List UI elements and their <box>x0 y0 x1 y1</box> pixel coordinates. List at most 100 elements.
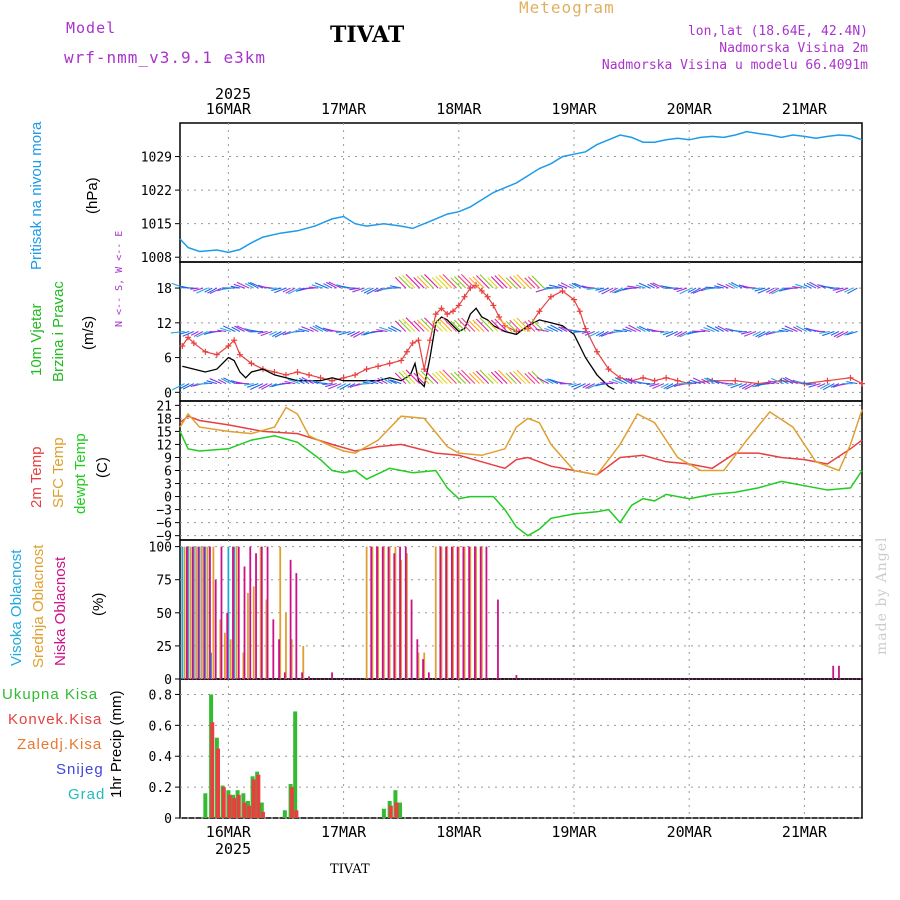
mid-cloud-label: Srednja Oblacnost <box>30 544 47 668</box>
wind-vector <box>490 276 503 289</box>
wind-gust-marker <box>570 296 577 303</box>
wind-vector <box>784 325 798 333</box>
wind-vector <box>714 326 725 332</box>
wind-vector <box>738 330 747 333</box>
conv-rain-bar <box>227 794 232 818</box>
wind-vector <box>584 330 595 336</box>
legend-total-rain: Ukupna Kisa <box>2 686 99 703</box>
total-rain-bar <box>203 793 208 818</box>
wind-vector <box>193 287 204 292</box>
wind-gust-marker <box>576 308 583 315</box>
y-tick-label: 1022 <box>141 184 172 199</box>
wind-vector <box>284 380 296 385</box>
wind-vector <box>461 274 476 289</box>
wind-gust-marker <box>594 348 601 355</box>
conv-rain-bar <box>247 805 252 818</box>
wind-vector <box>793 326 803 332</box>
wind-vector <box>271 287 282 291</box>
y-tick-label: −3 <box>156 504 172 519</box>
wind-vector <box>435 276 448 289</box>
wind-vector <box>405 273 421 289</box>
wind-vector <box>424 317 439 332</box>
wind-gust-marker <box>306 371 313 378</box>
wind-vector <box>350 331 360 337</box>
wind-vector <box>234 325 245 332</box>
wind-gust-marker <box>386 360 393 367</box>
wind-vector <box>286 330 300 334</box>
y-tick-label: 0.6 <box>149 719 172 734</box>
wind-vector <box>582 383 591 389</box>
wind-gust-marker <box>236 351 243 358</box>
wind-vector <box>308 286 319 289</box>
wind-gust-marker <box>501 322 508 329</box>
wind-vector <box>757 331 771 338</box>
wind-vector <box>665 330 678 338</box>
wind-vector <box>744 383 757 390</box>
wind-vector <box>703 377 715 385</box>
wind-vector <box>366 287 379 295</box>
total-rain-bar <box>259 802 264 818</box>
y-tick-label: 18 <box>156 282 172 297</box>
wind-vector <box>505 277 517 289</box>
elevation-label: Nadmorska Visina 2m <box>719 41 868 56</box>
wind-vector <box>846 381 858 385</box>
wind-vector <box>274 287 287 294</box>
wind-vector <box>438 370 453 385</box>
model-name: wrf-nmm_v3.9.1 e3km <box>64 48 267 67</box>
wind-vector <box>450 277 462 289</box>
wind-vector <box>702 287 715 290</box>
total-rain-bar <box>398 802 403 818</box>
wind-vector <box>472 276 485 289</box>
wind-vector <box>740 330 752 335</box>
wind-vector <box>424 369 439 385</box>
wind-vector <box>494 370 508 385</box>
y-tick-label: 0.4 <box>149 750 173 765</box>
pressure-label: Pritisak na nivou mora <box>28 121 45 270</box>
wind-vector <box>389 285 402 289</box>
wind-gust-marker <box>663 374 670 381</box>
y-tick-label: 0 <box>164 812 172 827</box>
wind-vector <box>424 273 439 289</box>
wind-vector <box>612 287 623 294</box>
wind-vector <box>706 324 720 332</box>
wind-vector <box>765 382 775 385</box>
wind-vector <box>365 379 379 385</box>
y-tick-label: 75 <box>156 574 172 589</box>
y-tick-label: 6 <box>164 465 172 480</box>
wind-gust-marker <box>179 342 186 349</box>
wind-vector <box>450 320 462 332</box>
day-label-top: 21MAR <box>782 100 828 118</box>
day-label-bottom: 18MAR <box>436 823 482 841</box>
wind-gust-marker <box>824 377 831 384</box>
wind-vector <box>803 327 812 332</box>
wind-vector <box>512 318 526 332</box>
wind-vector <box>250 383 264 390</box>
wind-vector <box>819 330 830 334</box>
wind-gust-marker <box>559 287 566 294</box>
wind-vector <box>487 320 499 332</box>
wind-vector <box>180 383 190 389</box>
wind-vector <box>260 330 273 337</box>
wind-vector <box>716 283 729 289</box>
wind-vector <box>193 331 204 337</box>
day-label-bottom: 21MAR <box>782 823 828 841</box>
wind-vector <box>349 287 360 291</box>
y-tick-label: 0 <box>164 673 172 688</box>
wind-vector <box>468 320 480 332</box>
wind-gust-marker <box>340 374 347 381</box>
wind-vector <box>405 317 421 332</box>
wind-gust-marker <box>536 308 543 315</box>
wind-vector <box>453 371 467 385</box>
wind-vector <box>217 378 227 385</box>
wind-vector <box>595 287 605 291</box>
wind-vector <box>182 383 195 390</box>
conv-rain-bar <box>294 810 299 818</box>
wind-vector <box>244 383 254 386</box>
wind-vector <box>206 380 218 385</box>
wind-vector <box>405 369 421 385</box>
y-tick-label: 0 <box>164 386 172 401</box>
wind-vector <box>233 283 245 289</box>
wind-vector <box>475 318 490 332</box>
wind-vector <box>453 319 467 332</box>
wind-vector <box>806 282 817 289</box>
